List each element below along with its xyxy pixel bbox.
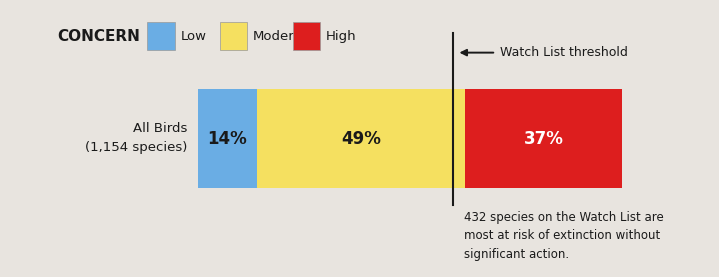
Text: 49%: 49% [341, 130, 381, 147]
Bar [198, 89, 257, 188]
Text: 37%: 37% [523, 130, 564, 147]
Text: 432 species on the Watch List are
most at risk of extinction without
significant: 432 species on the Watch List are most a… [464, 211, 664, 261]
Text: CONCERN: CONCERN [58, 29, 140, 43]
Text: 14%: 14% [208, 130, 247, 147]
Bar [257, 89, 465, 188]
Bar [293, 22, 320, 50]
Bar [220, 22, 247, 50]
Text: Low: Low [180, 30, 206, 42]
Text: High: High [326, 30, 357, 42]
Bar [465, 89, 622, 188]
Bar [147, 22, 175, 50]
Text: Watch List threshold: Watch List threshold [500, 46, 628, 59]
Text: All Birds
(1,154 species): All Birds (1,154 species) [85, 122, 187, 155]
Text: Moderate: Moderate [253, 30, 316, 42]
